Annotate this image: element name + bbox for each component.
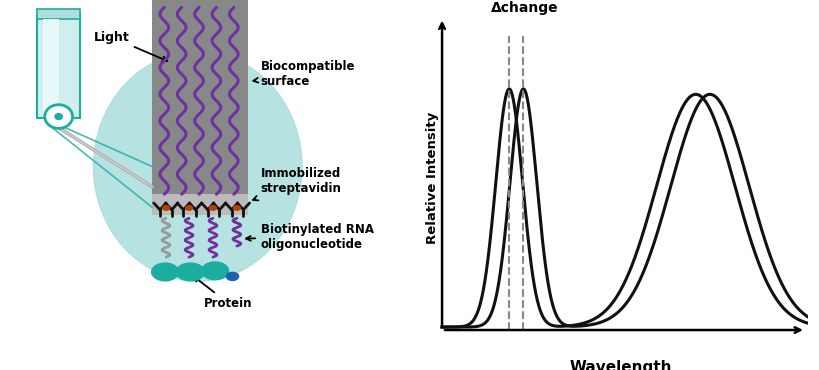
Ellipse shape: [176, 263, 204, 281]
Ellipse shape: [93, 52, 301, 281]
Ellipse shape: [185, 206, 192, 210]
Text: Protein: Protein: [194, 277, 252, 310]
Text: Wavelength: Wavelength: [569, 360, 672, 370]
Ellipse shape: [233, 206, 240, 210]
Circle shape: [45, 105, 73, 128]
Text: Biotinylated RNA
oligonucleotide: Biotinylated RNA oligonucleotide: [246, 223, 373, 251]
Text: Δchange: Δchange: [490, 1, 558, 15]
Text: Biocompatible
surface: Biocompatible surface: [253, 60, 355, 88]
Text: Light: Light: [93, 30, 167, 61]
Bar: [152, 0, 247, 215]
Circle shape: [54, 113, 63, 120]
Bar: [152, 194, 247, 215]
Bar: [43, 18, 59, 115]
Text: Immobilized
streptavidin: Immobilized streptavidin: [253, 167, 342, 201]
Bar: [37, 9, 80, 18]
Ellipse shape: [226, 272, 238, 280]
Ellipse shape: [201, 262, 229, 280]
Text: Relative Intensity: Relative Intensity: [426, 112, 439, 245]
Ellipse shape: [162, 206, 170, 210]
Ellipse shape: [152, 263, 179, 281]
Bar: [37, 15, 80, 118]
Ellipse shape: [209, 206, 216, 210]
